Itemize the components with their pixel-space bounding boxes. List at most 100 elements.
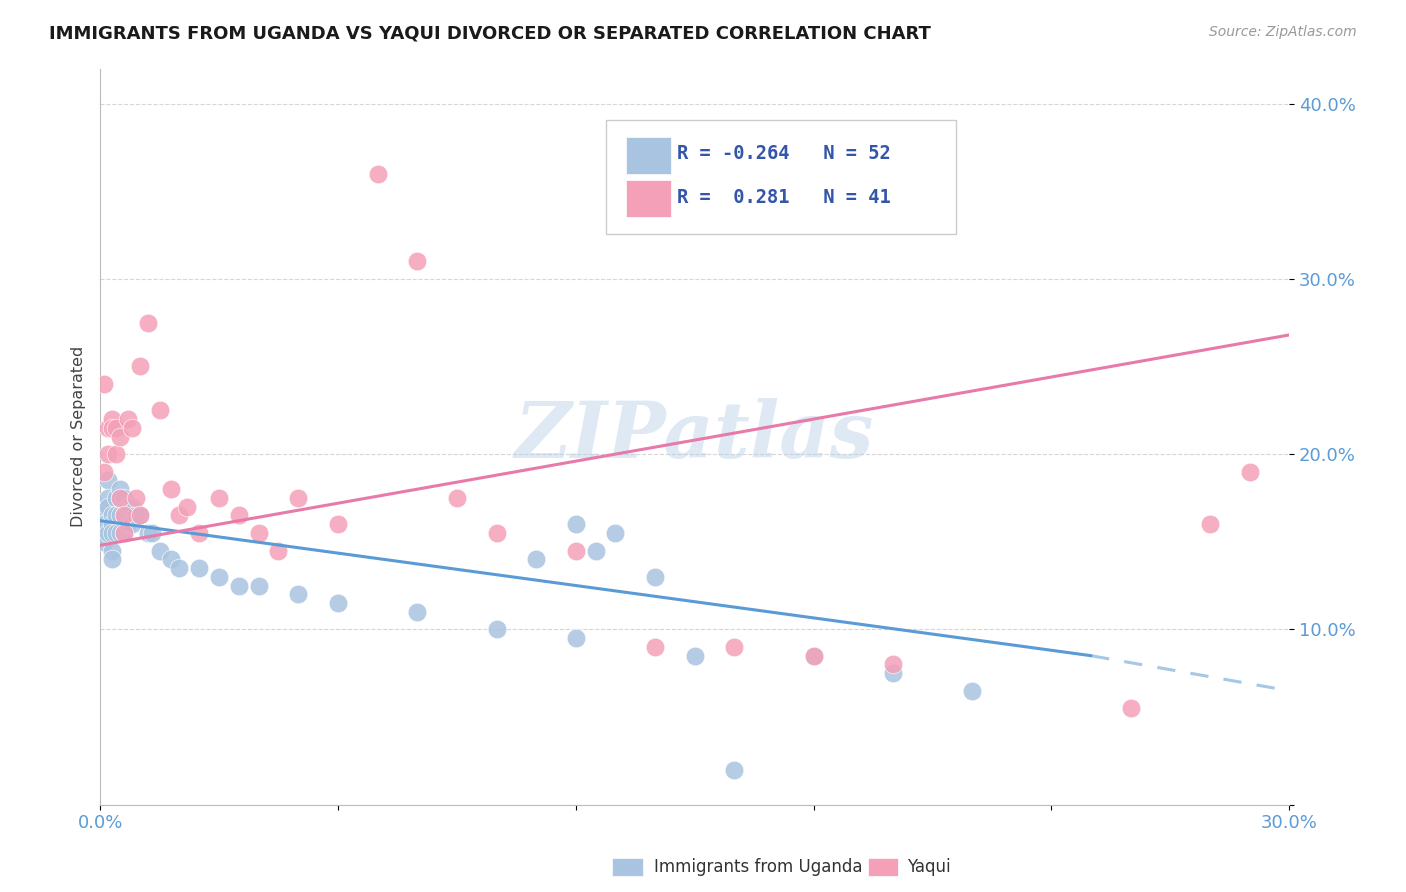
Point bbox=[160, 552, 183, 566]
Point bbox=[121, 517, 143, 532]
Point bbox=[97, 500, 120, 514]
Point bbox=[208, 491, 231, 505]
Point bbox=[406, 254, 429, 268]
Point bbox=[121, 421, 143, 435]
Point bbox=[247, 578, 270, 592]
Point bbox=[169, 508, 191, 523]
Text: ZIPatlas: ZIPatlas bbox=[515, 399, 875, 475]
Point bbox=[169, 561, 191, 575]
Point bbox=[723, 763, 745, 777]
Point bbox=[101, 517, 124, 532]
Point bbox=[104, 421, 127, 435]
Point bbox=[97, 421, 120, 435]
Point bbox=[723, 640, 745, 654]
Point bbox=[160, 482, 183, 496]
Point bbox=[117, 500, 139, 514]
Point bbox=[93, 517, 115, 532]
Point bbox=[683, 648, 706, 663]
Point bbox=[367, 167, 389, 181]
Point bbox=[93, 500, 115, 514]
Point bbox=[149, 403, 172, 417]
Point bbox=[605, 526, 627, 541]
Point bbox=[446, 491, 468, 505]
Point bbox=[112, 508, 135, 523]
Point bbox=[101, 508, 124, 523]
Point bbox=[128, 508, 150, 523]
Text: Yaqui: Yaqui bbox=[907, 858, 950, 876]
Point bbox=[960, 683, 983, 698]
Point bbox=[104, 447, 127, 461]
Point bbox=[93, 534, 115, 549]
Point bbox=[287, 491, 309, 505]
Point bbox=[104, 526, 127, 541]
Point bbox=[267, 543, 290, 558]
Point bbox=[208, 570, 231, 584]
Point bbox=[141, 526, 163, 541]
Point bbox=[644, 640, 666, 654]
Point bbox=[228, 508, 250, 523]
Point bbox=[112, 508, 135, 523]
Point bbox=[1119, 701, 1142, 715]
Point bbox=[176, 500, 198, 514]
Point bbox=[112, 526, 135, 541]
Point bbox=[287, 587, 309, 601]
Point bbox=[117, 517, 139, 532]
Point bbox=[188, 561, 211, 575]
Point bbox=[104, 491, 127, 505]
Text: Source: ZipAtlas.com: Source: ZipAtlas.com bbox=[1209, 25, 1357, 39]
Point bbox=[97, 474, 120, 488]
Point bbox=[101, 543, 124, 558]
Text: IMMIGRANTS FROM UGANDA VS YAQUI DIVORCED OR SEPARATED CORRELATION CHART: IMMIGRANTS FROM UGANDA VS YAQUI DIVORCED… bbox=[49, 25, 931, 43]
Point bbox=[485, 526, 508, 541]
Point bbox=[112, 491, 135, 505]
Point bbox=[108, 526, 131, 541]
Point bbox=[247, 526, 270, 541]
Point bbox=[104, 508, 127, 523]
Point bbox=[93, 465, 115, 479]
Point bbox=[121, 500, 143, 514]
Point bbox=[882, 666, 904, 681]
Text: Immigrants from Uganda: Immigrants from Uganda bbox=[654, 858, 862, 876]
FancyBboxPatch shape bbox=[606, 120, 956, 235]
Point bbox=[112, 526, 135, 541]
Point bbox=[108, 482, 131, 496]
Point bbox=[125, 491, 148, 505]
Point bbox=[108, 491, 131, 505]
Point bbox=[565, 517, 588, 532]
Point bbox=[565, 631, 588, 645]
Point bbox=[97, 491, 120, 505]
Point bbox=[108, 491, 131, 505]
Point bbox=[97, 447, 120, 461]
Point bbox=[644, 570, 666, 584]
Point bbox=[128, 359, 150, 374]
Point bbox=[326, 596, 349, 610]
Point bbox=[93, 377, 115, 392]
Point bbox=[117, 412, 139, 426]
Point bbox=[125, 508, 148, 523]
FancyBboxPatch shape bbox=[626, 137, 671, 174]
Point bbox=[1239, 465, 1261, 479]
FancyBboxPatch shape bbox=[626, 180, 671, 218]
Point bbox=[101, 552, 124, 566]
Y-axis label: Divorced or Separated: Divorced or Separated bbox=[72, 346, 86, 527]
Point bbox=[108, 508, 131, 523]
Point bbox=[228, 578, 250, 592]
Point bbox=[406, 605, 429, 619]
Point bbox=[108, 429, 131, 443]
Point bbox=[565, 543, 588, 558]
Text: R =  0.281   N = 41: R = 0.281 N = 41 bbox=[676, 188, 890, 207]
Point bbox=[803, 648, 825, 663]
Point bbox=[136, 316, 159, 330]
Point bbox=[136, 526, 159, 541]
Point bbox=[1199, 517, 1222, 532]
Point bbox=[128, 508, 150, 523]
Point bbox=[803, 648, 825, 663]
Point bbox=[485, 623, 508, 637]
Point bbox=[101, 526, 124, 541]
Point bbox=[101, 412, 124, 426]
Point bbox=[585, 543, 607, 558]
Point bbox=[97, 526, 120, 541]
Text: R = -0.264   N = 52: R = -0.264 N = 52 bbox=[676, 144, 890, 162]
Point bbox=[524, 552, 547, 566]
Point bbox=[188, 526, 211, 541]
